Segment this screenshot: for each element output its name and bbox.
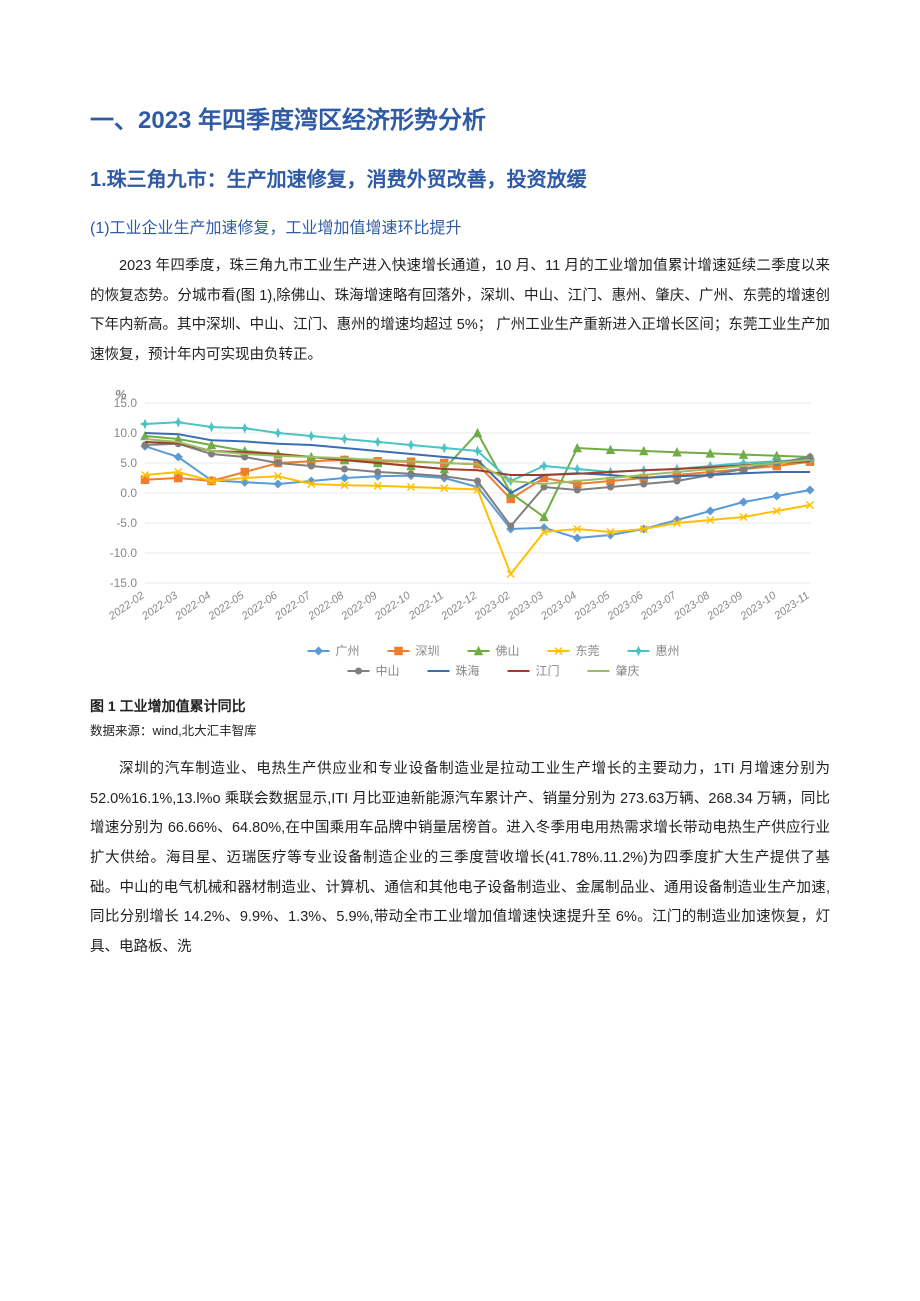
- svg-text:10.0: 10.0: [114, 426, 138, 440]
- legend-label: 珠海: [456, 663, 480, 678]
- legend-label: 佛山: [496, 644, 520, 658]
- x-tick-label: 2022-04: [172, 590, 213, 624]
- svg-text:15.0: 15.0: [114, 396, 138, 410]
- x-tick-label: 2023-04: [538, 590, 579, 624]
- section-heading-2: 1.珠三角九市：生产加速修复，消费外贸改善，投资放缓: [90, 163, 830, 192]
- line-chart-svg: %15.010.05.00.0-5.0-10.0-15.02022-022022…: [90, 383, 830, 683]
- legend-label: 中山: [376, 663, 400, 678]
- figure-source: 数据来源：wind,北大汇丰智库: [90, 720, 830, 739]
- x-tick-label: 2022-05: [206, 589, 247, 623]
- section-heading-1: 一、2023 年四季度湾区经济形势分析: [90, 100, 830, 135]
- x-tick-label: 2023-09: [704, 590, 745, 624]
- x-tick-label: 2022-11: [406, 590, 446, 623]
- x-tick-label: 2022-08: [305, 589, 346, 623]
- svg-text:-15.0: -15.0: [110, 576, 138, 590]
- x-tick-label: 2023-03: [505, 589, 546, 623]
- svg-text:-5.0: -5.0: [116, 516, 137, 530]
- figure-title: 图 1 工业增加值累计同比: [90, 696, 830, 716]
- legend-label: 江门: [536, 663, 560, 678]
- legend-label: 东莞: [576, 644, 600, 658]
- svg-text:0.0: 0.0: [120, 486, 137, 500]
- x-tick-label: 2022-02: [106, 590, 147, 624]
- x-tick-label: 2023-08: [671, 589, 712, 623]
- section-heading-3: (1)工业企业生产加速修复，工业增加值增速环比提升: [90, 214, 830, 238]
- svg-text:5.0: 5.0: [120, 456, 137, 470]
- x-tick-label: 2023-11: [772, 590, 812, 623]
- x-tick-label: 2023-07: [638, 589, 679, 623]
- paragraph-body: 深圳的汽车制造业、电热生产供应业和专业设备制造业是拉动工业生产增长的主要动力，1…: [90, 755, 830, 963]
- legend-label: 肇庆: [616, 663, 640, 678]
- legend-label: 惠州: [656, 644, 680, 658]
- x-tick-label: 2022-12: [438, 590, 479, 624]
- x-tick-label: 2022-07: [272, 589, 313, 623]
- x-tick-label: 2023-02: [472, 590, 513, 624]
- x-tick-label: 2022-09: [339, 590, 380, 624]
- legend-label: 深圳: [416, 644, 440, 658]
- x-tick-label: 2023-05: [571, 589, 612, 623]
- x-tick-label: 2022-10: [372, 589, 413, 623]
- x-tick-label: 2023-10: [738, 589, 779, 623]
- industrial-chart: %15.010.05.00.0-5.0-10.0-15.02022-022022…: [90, 383, 830, 688]
- x-tick-label: 2023-06: [605, 589, 646, 623]
- legend-label: 广州: [336, 644, 360, 658]
- paragraph-intro: 2023 年四季度，珠三角九市工业生产进入快速增长通道，10 月、11 月的工业…: [90, 252, 830, 371]
- svg-text:-10.0: -10.0: [110, 546, 138, 560]
- x-tick-label: 2022-06: [239, 589, 280, 623]
- x-tick-label: 2022-03: [139, 589, 180, 623]
